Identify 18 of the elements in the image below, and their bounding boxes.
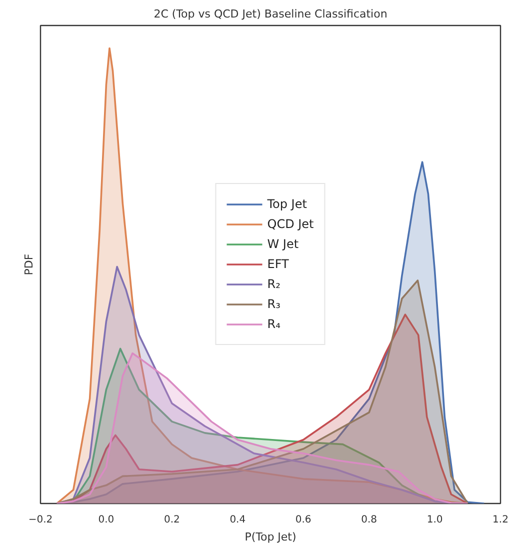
x-tick-label: 0.4 <box>230 514 246 526</box>
x-tick-label: 0.6 <box>295 514 312 526</box>
x-tick-label: 0.0 <box>98 514 114 526</box>
x-tick-label: 0.2 <box>164 514 180 526</box>
x-axis-title: P(Top Jet) <box>244 530 296 544</box>
x-tick-label: 0.8 <box>361 514 378 526</box>
legend-label: W Jet <box>267 237 299 251</box>
legend-label: R₄ <box>267 317 282 331</box>
legend-label: R₂ <box>267 277 282 291</box>
x-tick-label: 1.0 <box>426 514 443 526</box>
y-axis-title: PDF <box>22 254 36 276</box>
legend-label: EFT <box>267 257 289 271</box>
x-tick-label: 1.2 <box>492 514 508 526</box>
legend-label: R₃ <box>267 297 282 311</box>
legend-label: QCD Jet <box>267 217 314 231</box>
legend-label: Top Jet <box>267 197 307 211</box>
chart-title: 2C (Top vs QCD Jet) Baseline Classification <box>154 8 388 20</box>
x-tick-label: −0.2 <box>28 514 53 526</box>
